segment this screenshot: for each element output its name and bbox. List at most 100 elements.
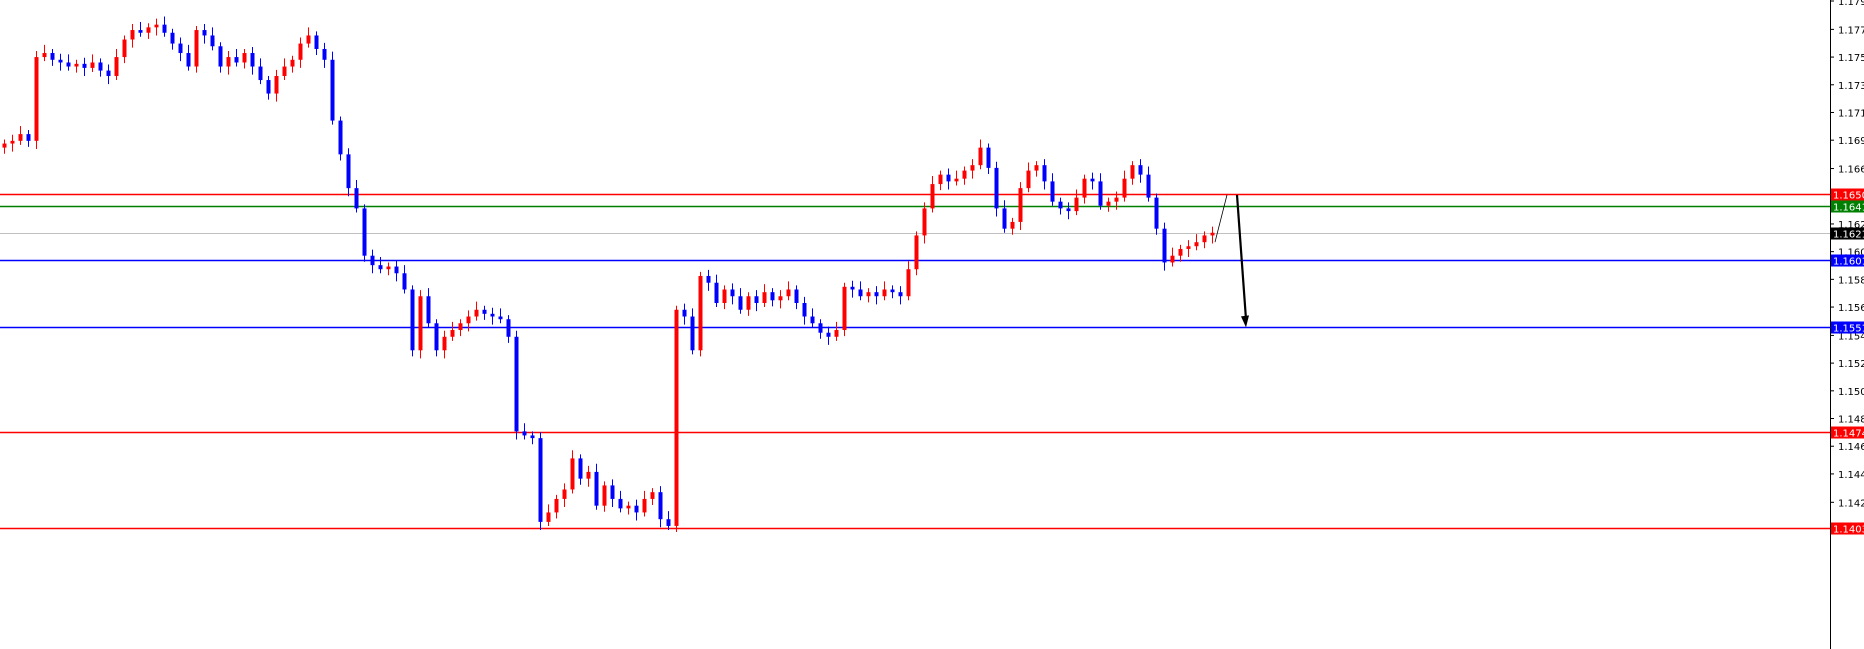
- candle-body: [90, 62, 95, 68]
- down-arrow-icon: [1241, 315, 1249, 328]
- candles: [2, 16, 1215, 533]
- candle-body: [666, 519, 671, 526]
- candle-body: [866, 292, 871, 297]
- trend-line[interactable]: [1214, 194, 1228, 243]
- candle-body: [1154, 197, 1159, 229]
- candle-body: [322, 48, 327, 60]
- candle: [1154, 193, 1159, 235]
- candle-body: [850, 286, 855, 290]
- candle: [250, 46, 255, 75]
- candle-body: [346, 154, 351, 189]
- candle: [346, 148, 351, 197]
- candle: [914, 231, 919, 276]
- candle: [42, 44, 47, 62]
- candle-body: [858, 289, 863, 297]
- candle-body: [626, 505, 631, 509]
- tick-label: 1.15460: [1838, 331, 1864, 342]
- level-label: 1.14743: [1833, 429, 1864, 440]
- down-arrow-shaft[interactable]: [1235, 194, 1248, 320]
- candle-body: [298, 43, 303, 60]
- level-labels: 1.165041.16417 1.16218 1.16018 1.15519 1.147…: [1831, 188, 1864, 536]
- candle-body: [826, 332, 831, 337]
- candle-body: [738, 296, 743, 310]
- candle-body: [82, 63, 87, 68]
- candle-body: [442, 336, 447, 351]
- candle: [106, 64, 111, 85]
- candle-body: [426, 296, 431, 324]
- candle-body: [58, 59, 63, 63]
- level-label: 1.16417: [1833, 203, 1864, 214]
- candle-body: [658, 492, 663, 520]
- candle: [514, 330, 519, 440]
- candle-body: [146, 27, 151, 33]
- candle: [1114, 191, 1119, 210]
- candle: [706, 269, 711, 291]
- candle: [626, 501, 631, 515]
- candle-body: [762, 292, 767, 303]
- candle: [378, 257, 383, 274]
- candle-body: [394, 266, 399, 274]
- candle: [1042, 159, 1047, 190]
- candle-body: [1074, 197, 1079, 212]
- candle: [658, 486, 663, 528]
- candle: [1018, 182, 1023, 231]
- candle: [298, 37, 303, 68]
- candle-body: [226, 57, 231, 67]
- candle-body: [314, 35, 319, 49]
- candle: [418, 290, 423, 359]
- level-label-bg: [1831, 254, 1864, 267]
- candle: [266, 75, 271, 100]
- candle-body: [1026, 170, 1031, 189]
- candle: [1178, 244, 1183, 262]
- candle: [938, 170, 943, 191]
- candle-body: [338, 120, 343, 155]
- candle: [986, 143, 991, 174]
- candle-body: [538, 438, 543, 522]
- candle-body: [474, 309, 479, 317]
- candle: [1058, 197, 1063, 215]
- horizontal-levels: [0, 193, 1830, 530]
- tick-label: 1.16905: [1838, 136, 1864, 147]
- candle: [882, 281, 887, 301]
- candle: [394, 260, 399, 282]
- candle-body: [1194, 242, 1199, 247]
- candle-body: [162, 24, 167, 33]
- candle: [306, 27, 311, 48]
- candle: [122, 35, 127, 64]
- candle: [82, 57, 87, 76]
- candle: [1066, 202, 1071, 220]
- candle-body: [1090, 178, 1095, 182]
- candle: [434, 319, 439, 357]
- candle-body: [450, 330, 455, 337]
- candle-body: [194, 30, 199, 67]
- candle: [370, 249, 375, 274]
- candle: [490, 307, 495, 325]
- candle-body: [330, 59, 335, 121]
- candle: [10, 134, 15, 152]
- tick-label: 1.15050: [1838, 387, 1864, 398]
- candle-body: [770, 292, 775, 301]
- candle: [210, 27, 215, 51]
- candle-body: [610, 485, 615, 499]
- candle-body: [242, 53, 247, 63]
- level-label: 1.15519: [1833, 324, 1864, 335]
- candle-body: [26, 134, 31, 141]
- candle-body: [386, 266, 391, 270]
- tick-label: 1.14640: [1838, 442, 1864, 453]
- candle-body: [114, 57, 119, 76]
- candle-body: [778, 296, 783, 301]
- candle-body: [186, 53, 191, 67]
- candle: [602, 481, 607, 512]
- candle: [18, 125, 23, 145]
- level-label-bg: [1831, 321, 1864, 334]
- candle-body: [946, 174, 951, 182]
- candle-body: [898, 292, 903, 297]
- candle: [186, 44, 191, 71]
- candle: [634, 499, 639, 521]
- candle: [138, 21, 143, 37]
- candle: [26, 130, 31, 147]
- candle: [410, 285, 415, 357]
- candle-body: [650, 492, 655, 499]
- candle: [402, 265, 407, 294]
